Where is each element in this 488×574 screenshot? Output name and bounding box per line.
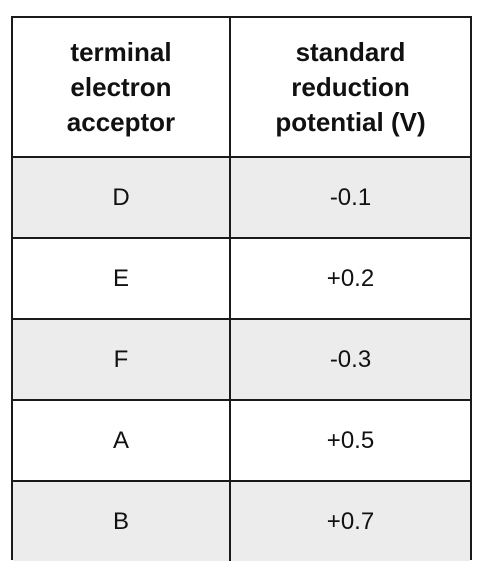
potential-cell: -0.3 [229,318,470,401]
acceptor-potential-table: terminal electron acceptor standard redu… [13,18,470,561]
table-row: B +0.7 [13,480,470,561]
header-standard-reduction-potential: standard reduction potential (V) [229,18,470,158]
header-row: terminal electron acceptor standard redu… [13,18,470,158]
header-line: standard [295,36,406,67]
acceptor-cell: E [13,237,231,320]
header-terminal-electron-acceptor: terminal electron acceptor [13,18,231,158]
potential-cell: +0.7 [229,480,470,561]
data-table: terminal electron acceptor standard redu… [11,16,472,561]
table-row: E +0.2 [13,237,470,320]
potential-cell: -0.1 [229,156,470,239]
header-line: acceptor [66,106,176,137]
potential-cell: +0.5 [229,399,470,482]
table-row: D -0.1 [13,156,470,239]
header-line: electron [70,71,172,102]
table-row: F -0.3 [13,318,470,401]
header-line: terminal [70,36,172,67]
acceptor-cell: B [13,480,231,561]
table-row: A +0.5 [13,399,470,482]
acceptor-cell: F [13,318,231,401]
header-line: potential (V) [275,106,426,137]
acceptor-cell: A [13,399,231,482]
acceptor-cell: D [13,156,231,239]
header-line: reduction [291,71,410,102]
potential-cell: +0.2 [229,237,470,320]
